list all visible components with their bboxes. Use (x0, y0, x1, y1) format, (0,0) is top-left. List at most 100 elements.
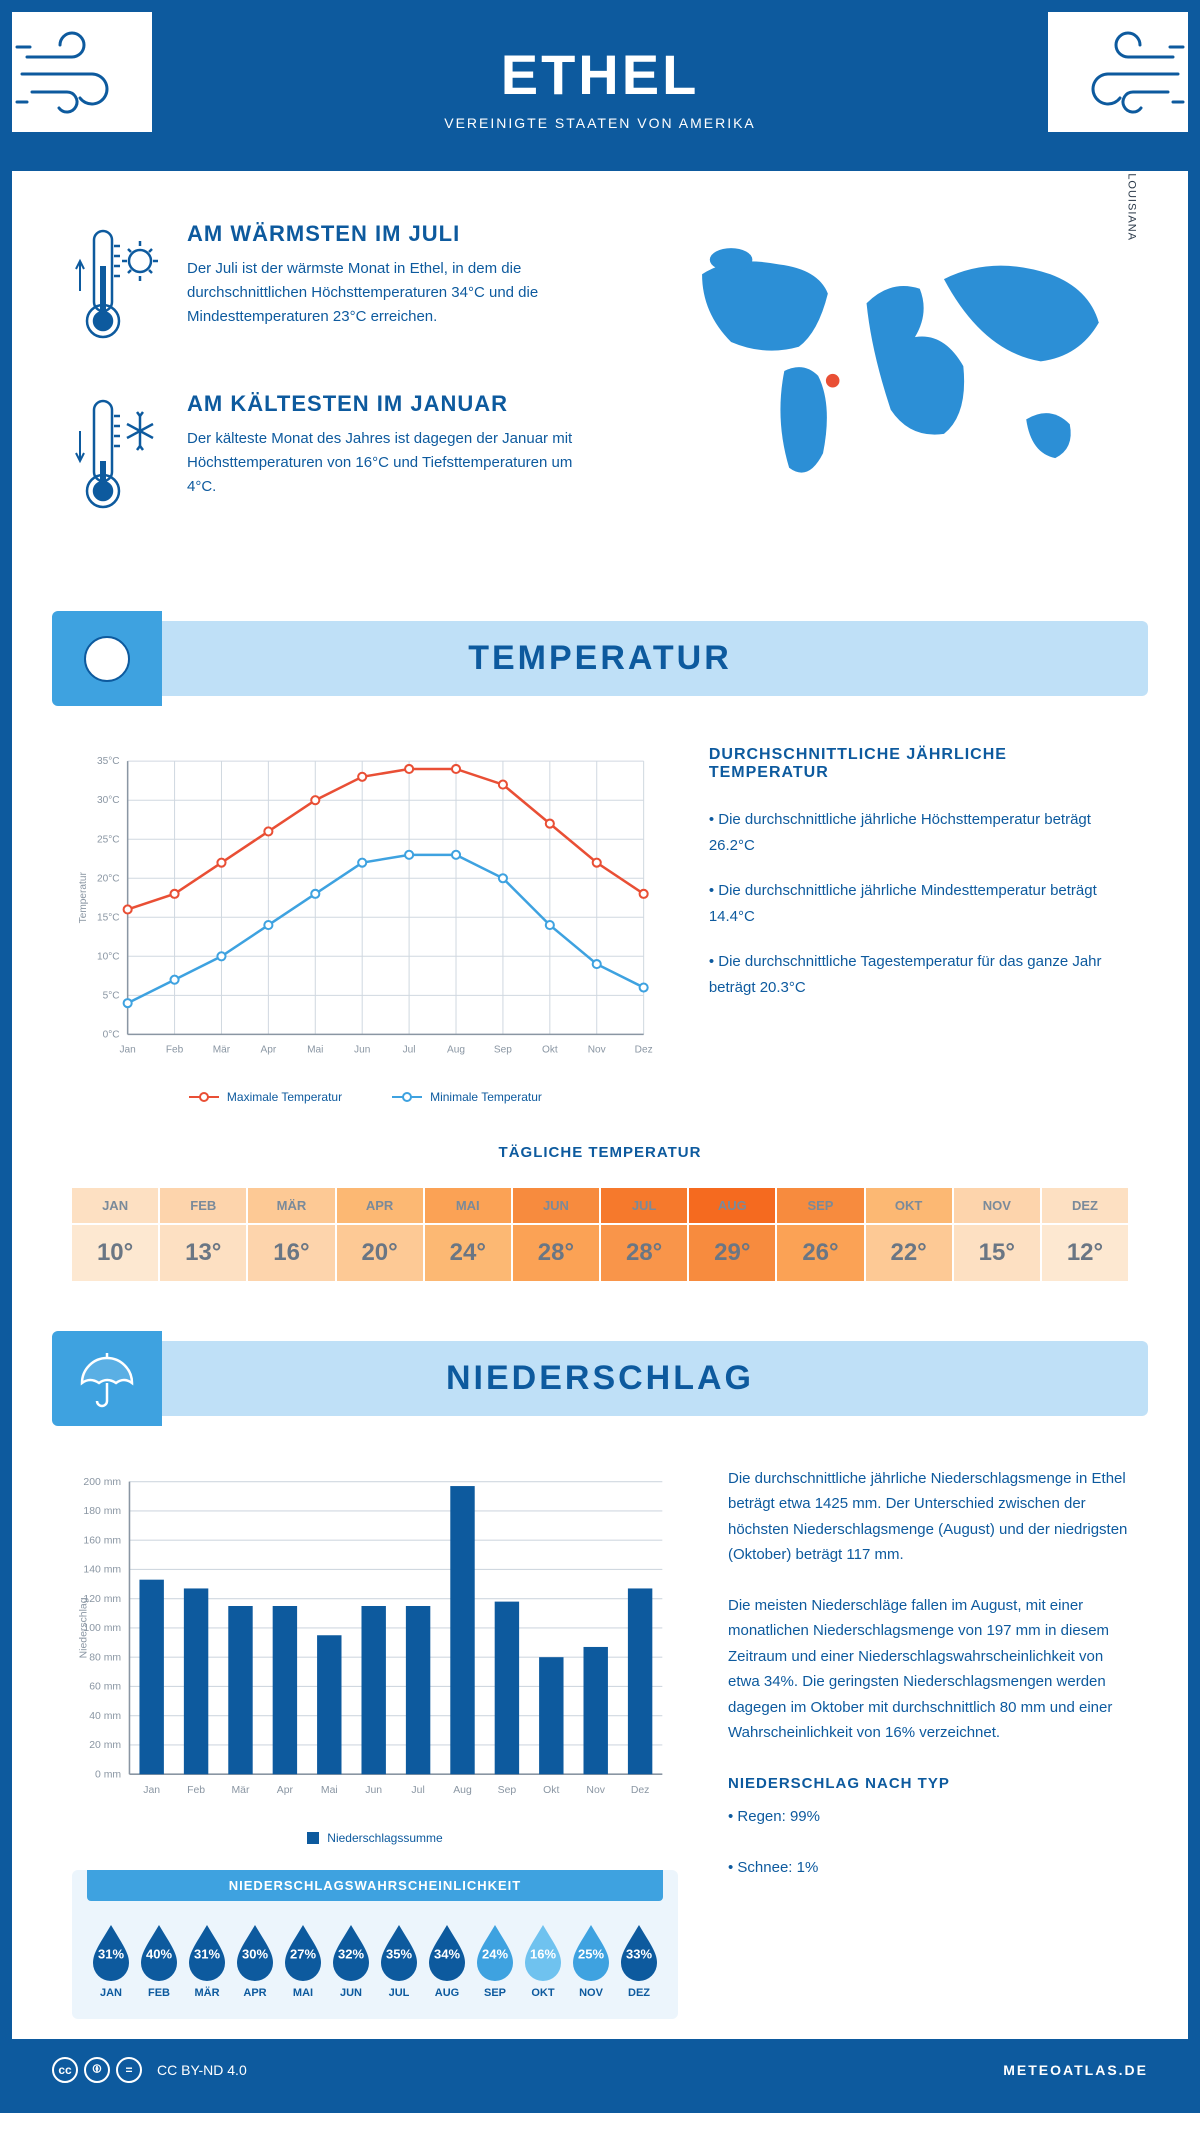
svg-text:180 mm: 180 mm (83, 1506, 121, 1517)
svg-text:Sep: Sep (494, 1045, 512, 1056)
temp-strip-cell: DEZ12° (1042, 1188, 1128, 1281)
precipitation-title: NIEDERSCHLAG (72, 1359, 1128, 1398)
svg-text:15°C: 15°C (97, 912, 120, 923)
temp-strip-cell: MÄR16° (248, 1188, 336, 1281)
svg-text:Feb: Feb (166, 1045, 184, 1056)
coldest-text: Der kälteste Monat des Jahres ist dagege… (187, 427, 604, 499)
svg-text:25°C: 25°C (97, 834, 120, 845)
svg-text:Apr: Apr (261, 1045, 277, 1056)
svg-text:Mär: Mär (231, 1785, 249, 1796)
svg-text:200 mm: 200 mm (83, 1477, 121, 1488)
location-title: ETHEL (32, 42, 1168, 107)
svg-text:Jan: Jan (119, 1045, 135, 1056)
sun-icon (52, 611, 162, 706)
svg-text:5°C: 5°C (103, 990, 120, 1001)
cc-icon: cc (52, 2057, 78, 2083)
svg-text:80 mm: 80 mm (89, 1652, 121, 1663)
svg-text:Jul: Jul (411, 1785, 424, 1796)
legend-precip-label: Niederschlagssumme (327, 1831, 442, 1845)
rain-drop: 24%SEP (471, 1921, 519, 1999)
world-map (644, 221, 1128, 521)
temperature-line-chart: 0°C5°C10°C15°C20°C25°C30°C35°CJanFebMärA… (72, 746, 659, 1104)
temp-strip-cell: JAN10° (72, 1188, 160, 1281)
temp-strip-cell: SEP26° (777, 1188, 865, 1281)
svg-text:30°C: 30°C (97, 795, 120, 806)
rain-probability-panel: NIEDERSCHLAGSWAHRSCHEINLICHKEIT 31%JAN40… (72, 1870, 678, 2019)
thermometer-hot-icon (72, 221, 162, 356)
temp-strip-cell: AUG29° (689, 1188, 777, 1281)
precip-type-title: NIEDERSCHLAG NACH TYP (728, 1771, 1128, 1797)
svg-text:10°C: 10°C (97, 951, 120, 962)
wind-icon-right (1048, 12, 1188, 132)
rain-drop: 31%MÄR (183, 1921, 231, 1999)
rain-drop: 40%FEB (135, 1921, 183, 1999)
svg-text:Dez: Dez (635, 1045, 653, 1056)
precip-text-1: Die durchschnittliche jährliche Niedersc… (728, 1466, 1128, 1568)
rain-drop: 30%APR (231, 1921, 279, 1999)
legend-min-label: Minimale Temperatur (430, 1090, 542, 1104)
precip-type-snow: • Schnee: 1% (728, 1855, 1128, 1881)
legend-max-label: Maximale Temperatur (227, 1090, 342, 1104)
warmest-title: AM WÄRMSTEN IM JULI (187, 221, 604, 247)
intro-section: AM WÄRMSTEN IM JULI Der Juli ist der wär… (12, 171, 1188, 601)
umbrella-icon (52, 1331, 162, 1426)
rain-drop: 33%DEZ (615, 1921, 663, 1999)
license-label: CC BY-ND 4.0 (157, 2062, 247, 2078)
precip-text-2: Die meisten Niederschläge fallen im Augu… (728, 1593, 1128, 1746)
temp-strip-cell: NOV15° (954, 1188, 1042, 1281)
svg-text:Aug: Aug (453, 1785, 472, 1796)
cc-by-icon: 🅯 (84, 2057, 110, 2083)
cc-icons: cc 🅯 = (52, 2057, 142, 2083)
svg-text:Jun: Jun (365, 1785, 382, 1796)
temp-strip-cell: JUL28° (601, 1188, 689, 1281)
svg-text:Dez: Dez (631, 1785, 650, 1796)
svg-text:Jul: Jul (403, 1045, 416, 1056)
daily-temp-title: TÄGLICHE TEMPERATUR (72, 1144, 1128, 1161)
svg-text:40 mm: 40 mm (89, 1711, 121, 1722)
svg-text:35°C: 35°C (97, 756, 120, 767)
temp-strip-cell: OKT22° (866, 1188, 954, 1281)
warmest-text: Der Juli ist der wärmste Monat in Ethel,… (187, 257, 604, 329)
svg-text:Nov: Nov (586, 1785, 605, 1796)
brand-label: METEOATLAS.DE (1003, 2062, 1148, 2078)
temp-stats-title: DURCHSCHNITTLICHE JÄHRLICHE TEMPERATUR (709, 746, 1128, 782)
svg-text:Temperatur: Temperatur (78, 872, 89, 924)
infographic-frame: ETHEL VEREINIGTE STAATEN VON AMERIKA AM … (0, 0, 1200, 2113)
temp-strip-cell: APR20° (337, 1188, 425, 1281)
svg-text:20°C: 20°C (97, 873, 120, 884)
temp-strip-cell: FEB13° (160, 1188, 248, 1281)
svg-text:160 mm: 160 mm (83, 1535, 121, 1546)
temp-stat-item: • Die durchschnittliche jährliche Mindes… (709, 878, 1128, 929)
svg-text:Niederschlag: Niederschlag (79, 1597, 90, 1658)
svg-text:Mär: Mär (213, 1045, 231, 1056)
precipitation-bar-chart: 0 mm20 mm40 mm60 mm80 mm100 mm120 mm140 … (72, 1466, 678, 1845)
svg-text:Sep: Sep (498, 1785, 517, 1796)
svg-text:140 mm: 140 mm (83, 1564, 121, 1575)
coldest-title: AM KÄLTESTEN IM JANUAR (187, 391, 604, 417)
temp-stat-item: • Die durchschnittliche jährliche Höchst… (709, 807, 1128, 858)
rain-drop: 32%JUN (327, 1921, 375, 1999)
svg-text:Nov: Nov (588, 1045, 607, 1056)
temperature-title: TEMPERATUR (72, 639, 1128, 678)
svg-text:Jan: Jan (143, 1785, 160, 1796)
rain-drop: 16%OKT (519, 1921, 567, 1999)
precip-chart-legend: Niederschlagssumme (72, 1831, 678, 1845)
location-subtitle: VEREINIGTE STAATEN VON AMERIKA (32, 115, 1168, 131)
rain-drop: 27%MAI (279, 1921, 327, 1999)
thermometer-cold-icon (72, 391, 162, 526)
svg-text:20 mm: 20 mm (89, 1740, 121, 1751)
svg-text:Okt: Okt (543, 1785, 559, 1796)
rain-drop: 35%JUL (375, 1921, 423, 1999)
rain-drop: 34%AUG (423, 1921, 471, 1999)
warmest-block: AM WÄRMSTEN IM JULI Der Juli ist der wär… (72, 221, 604, 356)
temp-chart-legend: Maximale Temperatur Minimale Temperatur (72, 1090, 659, 1104)
svg-text:Mai: Mai (321, 1785, 338, 1796)
rain-prob-title: NIEDERSCHLAGSWAHRSCHEINLICHKEIT (87, 1870, 663, 1901)
footer: cc 🅯 = CC BY-ND 4.0 METEOATLAS.DE (12, 2039, 1188, 2101)
svg-text:60 mm: 60 mm (89, 1681, 121, 1692)
precip-type-rain: • Regen: 99% (728, 1804, 1128, 1830)
rain-drop: 31%JAN (87, 1921, 135, 1999)
wind-icon-left (12, 12, 152, 132)
rain-drop: 25%NOV (567, 1921, 615, 1999)
temp-strip-cell: JUN28° (513, 1188, 601, 1281)
